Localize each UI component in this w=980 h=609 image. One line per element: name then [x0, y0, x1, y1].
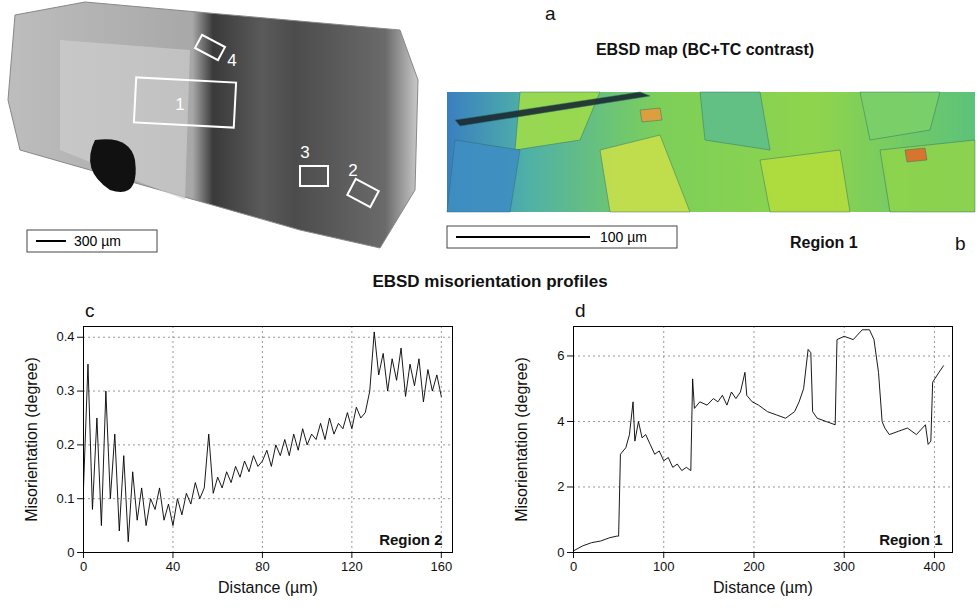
svg-text:100 µm: 100 µm [600, 229, 647, 245]
svg-text:b: b [955, 233, 966, 254]
svg-text:0: 0 [67, 545, 74, 560]
svg-text:300: 300 [833, 559, 855, 574]
svg-text:0: 0 [570, 559, 577, 574]
html-text:d: d [575, 300, 586, 321]
svg-text:100: 100 [653, 559, 675, 574]
svg-text:Distance (µm): Distance (µm) [218, 579, 318, 596]
html-text:c: c [85, 300, 95, 321]
svg-text:Misorientation (degree): Misorientation (degree) [513, 357, 530, 522]
svg-text:3: 3 [300, 143, 309, 162]
svg-text:120: 120 [341, 559, 363, 574]
svg-text:0: 0 [557, 545, 564, 560]
svg-text:Misorientation (degree): Misorientation (degree) [23, 357, 40, 522]
svg-text:80: 80 [255, 559, 269, 574]
svg-text:2: 2 [557, 479, 564, 494]
svg-text:160: 160 [430, 559, 452, 574]
svg-text:Region 1: Region 1 [790, 234, 858, 251]
svg-text:1: 1 [175, 95, 184, 114]
svg-text:4: 4 [557, 414, 564, 429]
svg-text:Region 2: Region 2 [379, 531, 442, 548]
svg-text:200: 200 [743, 559, 765, 574]
svg-text:EBSD map (BC+TC contrast): EBSD map (BC+TC contrast) [596, 41, 814, 58]
svg-text:0.3: 0.3 [56, 383, 74, 398]
svg-text:a: a [545, 3, 556, 24]
svg-text:0.2: 0.2 [56, 437, 74, 452]
svg-text:0: 0 [80, 559, 87, 574]
svg-text:0.1: 0.1 [56, 491, 74, 506]
svg-text:400: 400 [924, 559, 946, 574]
svg-text:Region 1: Region 1 [879, 531, 942, 548]
svg-text:300 µm: 300 µm [74, 233, 121, 249]
svg-text:4: 4 [227, 51, 236, 70]
svg-text:Distance (µm): Distance (µm) [713, 579, 813, 596]
html-text:EBSD misorientation profiles: EBSD misorientation profiles [372, 272, 608, 291]
svg-text:40: 40 [166, 559, 180, 574]
svg-text:0.4: 0.4 [56, 329, 74, 344]
svg-text:2: 2 [348, 161, 357, 180]
svg-text:6: 6 [557, 348, 564, 363]
